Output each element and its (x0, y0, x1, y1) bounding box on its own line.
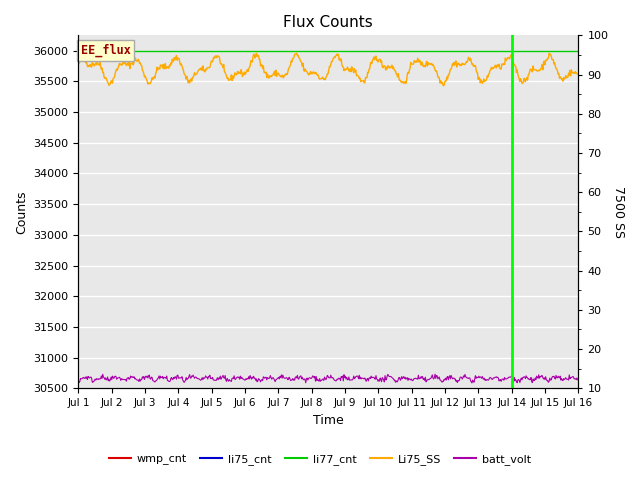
Y-axis label: 7500 SS: 7500 SS (612, 186, 625, 238)
Title: Flux Counts: Flux Counts (284, 15, 373, 30)
Y-axis label: Counts: Counts (15, 190, 28, 234)
Text: EE_flux: EE_flux (81, 44, 131, 57)
Legend: wmp_cnt, li75_cnt, li77_cnt, Li75_SS, batt_volt: wmp_cnt, li75_cnt, li77_cnt, Li75_SS, ba… (104, 450, 536, 469)
X-axis label: Time: Time (313, 414, 344, 427)
